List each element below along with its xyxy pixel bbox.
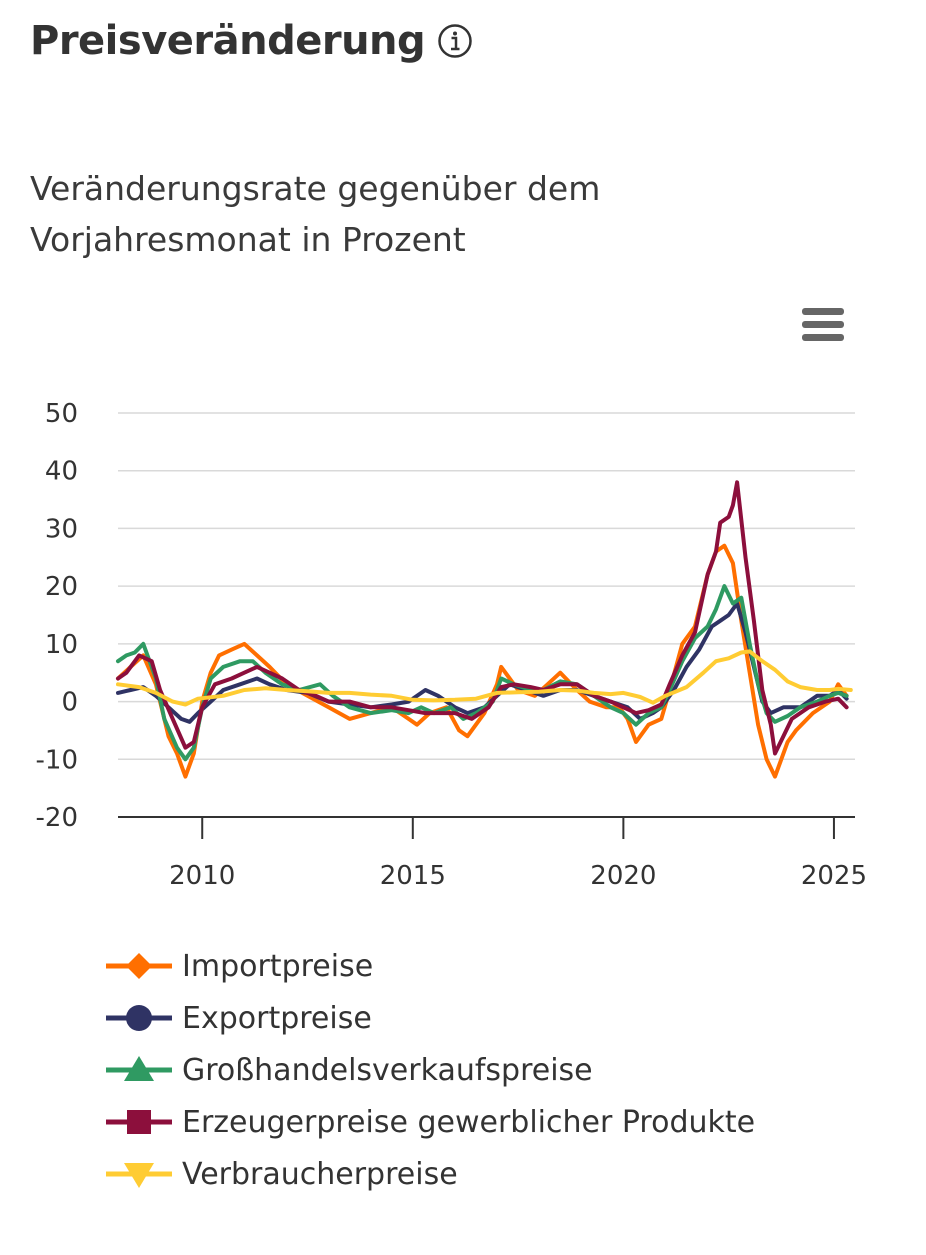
- y-tick-label: 20: [45, 572, 78, 602]
- y-tick-label: 10: [45, 630, 78, 660]
- series-line: [116, 480, 849, 756]
- price-change-chart: -20 -10 0 10 20 30 40 50 2010 2015 2020 2025: [36, 399, 867, 891]
- x-tick-label: 2020: [590, 861, 656, 891]
- page-title: Preisveränderung: [30, 18, 426, 64]
- hamburger-menu-icon[interactable]: [796, 302, 850, 348]
- y-tick-label: -20: [36, 803, 78, 833]
- x-tick-label: 2010: [169, 861, 235, 891]
- menu-bar: [802, 321, 844, 328]
- y-tick-label: -10: [36, 745, 78, 775]
- legend-item[interactable]: Exportpreise: [104, 992, 755, 1044]
- legend-symbol-icon: [104, 1050, 174, 1090]
- legend-item[interactable]: Erzeugerpreise gewerblicher Produkte: [104, 1096, 755, 1148]
- menu-bar: [802, 334, 844, 341]
- menu-bar: [802, 308, 844, 315]
- legend-label: Verbraucherpreise: [182, 1156, 458, 1192]
- legend-item[interactable]: Verbraucherpreise: [104, 1148, 755, 1200]
- info-circle-icon[interactable]: [437, 23, 473, 59]
- legend-symbol-icon: [104, 1102, 174, 1142]
- chart-subtitle: Veränderungsrate gegenüber dem Vorjahres…: [30, 163, 790, 265]
- series-line: [116, 649, 853, 707]
- x-tick-label: 2025: [801, 861, 867, 891]
- legend-item[interactable]: Importpreise: [104, 940, 755, 992]
- chart-legend: Importpreise Exportpreise Großhandelsverka…: [104, 940, 755, 1200]
- legend-label: Großhandelsverkaufspreise: [182, 1052, 593, 1088]
- y-tick-label: 30: [45, 514, 78, 544]
- subtitle-line: Vorjahresmonat in Prozent: [30, 220, 466, 259]
- y-tick-label: 50: [45, 399, 78, 429]
- title-row: Preisveränderung: [30, 18, 473, 64]
- legend-item[interactable]: Großhandelsverkaufspreise: [104, 1044, 755, 1096]
- series-line: [116, 584, 849, 762]
- legend-symbol-icon: [104, 946, 174, 986]
- legend-symbol-icon: [104, 1154, 174, 1194]
- x-tick-label: 2015: [380, 861, 446, 891]
- series-line: [116, 543, 849, 779]
- legend-symbol-icon: [104, 998, 174, 1038]
- legend-label: Exportpreise: [182, 1000, 372, 1036]
- y-tick-label: 0: [61, 688, 78, 718]
- y-tick-label: 40: [45, 457, 78, 487]
- legend-label: Erzeugerpreise gewerblicher Produkte: [182, 1104, 756, 1140]
- legend-label: Importpreise: [182, 948, 374, 984]
- series-line: [116, 601, 849, 724]
- subtitle-line: Veränderungsrate gegenüber dem: [30, 169, 601, 208]
